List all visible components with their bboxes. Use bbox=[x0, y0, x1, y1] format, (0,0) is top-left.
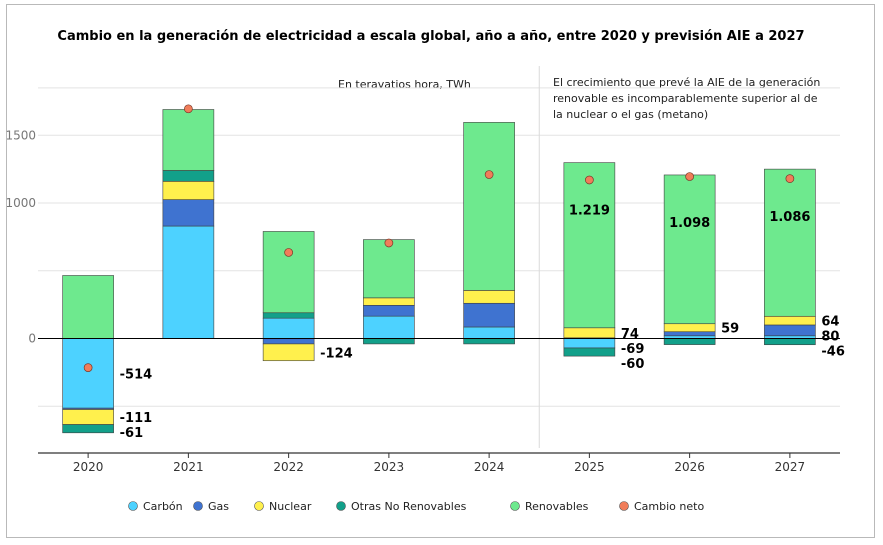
legend-marker bbox=[254, 501, 264, 511]
data-label: -124 bbox=[320, 346, 353, 361]
bar-segment bbox=[563, 347, 616, 357]
legend-label: Nuclear bbox=[269, 500, 312, 513]
bar-segment bbox=[764, 324, 816, 337]
y-tick-label: 0 bbox=[28, 332, 36, 346]
bar-segment bbox=[663, 338, 716, 345]
annotation-line-3: la nuclear o el gas (metano) bbox=[553, 108, 708, 121]
x-tick-label: 2022 bbox=[273, 460, 304, 474]
bar-segment bbox=[262, 312, 315, 319]
net-change-point bbox=[184, 104, 193, 114]
bar-segment bbox=[363, 305, 415, 317]
bar-segment bbox=[162, 181, 215, 200]
data-label: 1.219 bbox=[569, 204, 610, 219]
x-tick-label: 2021 bbox=[173, 460, 204, 474]
bar-segment bbox=[463, 338, 515, 345]
data-label: 64 bbox=[821, 315, 839, 330]
bar-segment bbox=[463, 122, 515, 291]
bar-segment bbox=[62, 275, 114, 339]
net-change-point bbox=[83, 363, 93, 372]
legend-label: Otras No Renovables bbox=[351, 500, 467, 513]
bar-segment bbox=[663, 331, 716, 337]
bar-segment bbox=[764, 338, 816, 346]
legend-marker bbox=[619, 501, 629, 511]
bar-segment bbox=[62, 424, 114, 434]
chart-title: Cambio en la generación de electricidad … bbox=[57, 29, 804, 44]
legend-label: Cambio neto bbox=[634, 500, 704, 513]
bar-segment bbox=[262, 317, 315, 339]
net-change-point bbox=[785, 174, 795, 183]
data-label: 80 bbox=[821, 330, 839, 345]
bar-segment bbox=[162, 199, 215, 227]
bar-segment bbox=[262, 231, 315, 314]
data-label: 1.098 bbox=[669, 216, 710, 231]
legend-marker bbox=[193, 501, 203, 511]
bar-segment bbox=[162, 170, 215, 182]
bar-segment bbox=[663, 323, 716, 333]
x-tick-label: 2020 bbox=[73, 460, 104, 474]
bar-segment bbox=[262, 343, 315, 362]
bar-segment bbox=[563, 338, 616, 349]
legend-marker bbox=[336, 501, 346, 511]
y-tick-label: 1500 bbox=[5, 128, 36, 142]
bar-segment bbox=[463, 290, 515, 304]
x-tick-label: 2027 bbox=[775, 460, 806, 474]
legend: Carbón Gas Nuclear Otras No Renovables Renov… bbox=[128, 500, 704, 513]
data-label: -61 bbox=[120, 426, 144, 441]
legend-label: Carbón bbox=[143, 500, 183, 513]
legend-marker bbox=[510, 501, 520, 511]
legend-label: Gas bbox=[208, 500, 229, 513]
net-change-point bbox=[484, 170, 494, 179]
bar-segment bbox=[363, 297, 415, 306]
y-tick-label: 1000 bbox=[5, 196, 36, 210]
data-label: 59 bbox=[721, 322, 739, 337]
data-label: -60 bbox=[621, 357, 645, 372]
annotation-line-1: El crecimiento que prevé la AIE de la ge… bbox=[553, 76, 820, 89]
bar-segment bbox=[162, 109, 215, 171]
bar-segment bbox=[563, 327, 616, 339]
data-label: 1.086 bbox=[769, 210, 810, 225]
bar-segment bbox=[563, 162, 616, 329]
data-label: 74 bbox=[621, 327, 639, 342]
annotation-line-2: renovable es incomparablemente superior … bbox=[553, 92, 818, 105]
net-change-point bbox=[685, 172, 694, 181]
data-label: -514 bbox=[120, 367, 153, 382]
net-change-point bbox=[585, 175, 594, 185]
bar-segment bbox=[162, 225, 215, 339]
bar-segment bbox=[663, 174, 716, 325]
bar-segment bbox=[62, 409, 114, 425]
x-tick-label: 2026 bbox=[674, 460, 705, 474]
data-labels: -514 -111-61 -124 1.219 74-69-60 1.098 59 1.086… bbox=[120, 204, 845, 441]
bars bbox=[62, 104, 816, 434]
bar-segment bbox=[764, 315, 816, 326]
x-tick-label: 2025 bbox=[574, 460, 605, 474]
data-label: -111 bbox=[120, 411, 153, 426]
bar-segment bbox=[363, 338, 415, 345]
legend-label: Renovables bbox=[525, 500, 589, 513]
bar-segment bbox=[262, 338, 315, 345]
bar-segment bbox=[363, 239, 415, 299]
legend-marker bbox=[128, 501, 138, 511]
data-label: -69 bbox=[621, 342, 645, 357]
x-tick-label: 2023 bbox=[374, 460, 405, 474]
bar-segment bbox=[463, 326, 515, 339]
bar-segment bbox=[463, 302, 515, 328]
x-tick-label: 2024 bbox=[474, 460, 505, 474]
grid-lines bbox=[38, 66, 840, 448]
unit-note: En teravatios hora, TWh bbox=[338, 78, 471, 91]
bar-segment bbox=[764, 168, 816, 317]
bar-segment bbox=[62, 338, 114, 409]
bar-segment bbox=[363, 315, 415, 339]
data-label: -46 bbox=[821, 345, 845, 360]
axes: 0 1000 1500 2020 2021 2022 2023 2024 2025 2026 202… bbox=[5, 128, 840, 474]
net-change-point bbox=[284, 248, 293, 257]
net-change-point bbox=[384, 238, 394, 248]
